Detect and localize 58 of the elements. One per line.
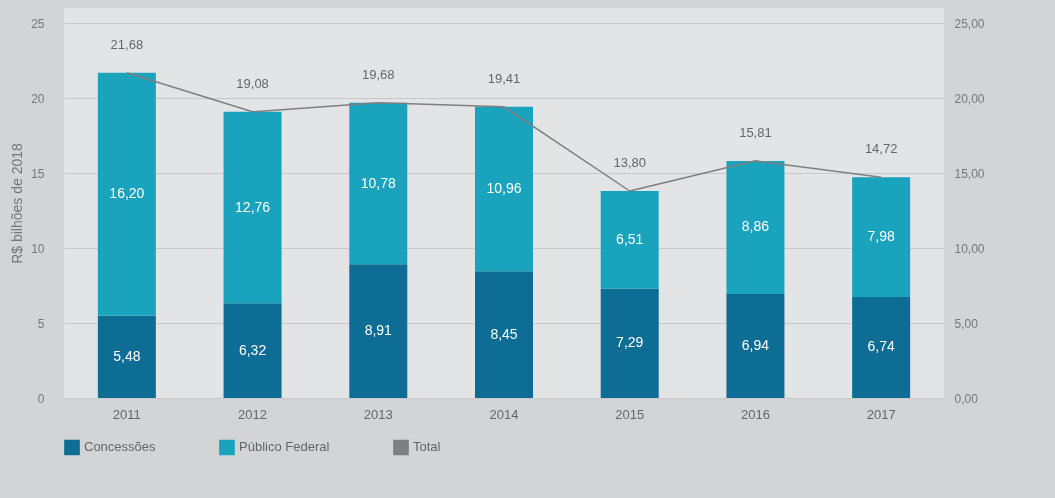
bar [726,161,785,294]
y-tick-label: 20 [31,91,45,106]
data-label: 15,81 [739,124,772,140]
x-tick-label: 2017 [866,406,896,422]
y-tick-label: 0 [37,391,45,406]
bar [223,111,282,304]
bar [223,303,282,398]
data-label: 14,72 [864,141,898,157]
x-tick-label: 2016 [740,406,770,422]
data-label: 19,68 [362,66,395,82]
y-tick-label: 5 [37,316,45,331]
bar [726,293,785,398]
x-tick-label: 2012 [238,406,268,422]
y2-tick-label: 5,00 [954,316,979,331]
data-label: 13,80 [613,155,646,170]
bar [349,264,408,398]
data-label: 7,98 [867,228,895,245]
bar [475,106,533,272]
data-label: 6,32 [238,341,267,358]
data-label: 8,45 [490,325,518,342]
bar [97,72,156,316]
x-tick-label: 2015 [615,406,645,422]
legend-label: Concessões [84,439,157,455]
y-tick-label: 10 [31,241,45,256]
data-label: 6,51 [616,230,644,247]
bar [349,102,408,265]
data-label: 21,68 [110,36,144,52]
x-tick-label: 2013 [363,406,393,422]
y2-tick-label: 15,00 [954,166,985,181]
y-tick-label: 25 [31,16,45,31]
x-tick-label: 2014 [489,406,519,422]
data-label: 19,41 [487,70,521,86]
data-label: 12,76 [235,198,271,215]
data-label: 16,20 [109,185,145,202]
data-label: 10,96 [486,180,522,197]
bar [852,177,911,297]
y2-tick-label: 20,00 [954,91,985,106]
bar [97,315,156,398]
data-label: 5,48 [113,347,141,364]
bar [600,288,659,398]
data-label: 19,08 [236,75,269,91]
legend-label: Total [413,439,441,455]
x-tick-label: 2011 [112,406,141,422]
data-label: 7,29 [616,334,644,351]
bar [475,271,533,398]
y2-tick-label: 25,00 [954,16,985,31]
y2-tick-label: 0,00 [954,391,979,406]
legend-label: Público Federal [239,439,330,455]
data-label: 8,91 [364,322,393,339]
data-label: 6,94 [741,336,770,353]
y-tick-label: 15 [31,166,45,181]
bar [852,296,911,398]
data-label: 10,78 [360,174,397,191]
y-axis-title: R$ bilhões de 2018 [9,142,26,264]
bar [600,191,659,289]
data-label: 6,74 [867,338,895,355]
data-label: 8,86 [741,218,770,235]
y2-tick-label: 10,00 [954,241,985,256]
